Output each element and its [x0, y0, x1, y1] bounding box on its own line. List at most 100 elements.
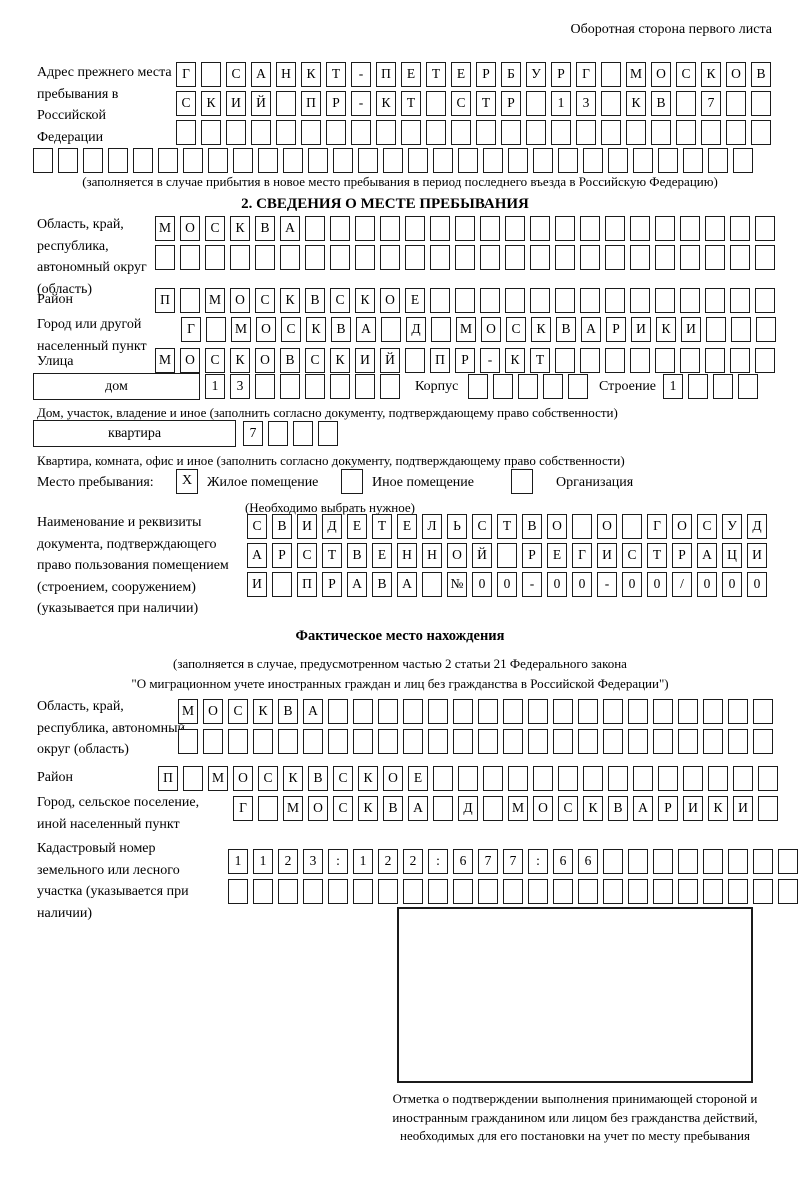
- char-box: [205, 245, 225, 270]
- char-box: Р: [476, 62, 496, 87]
- char-box: К: [253, 699, 273, 724]
- char-box: С: [258, 766, 278, 791]
- char-box: Г: [576, 62, 596, 87]
- char-box: [543, 374, 563, 399]
- prev-address-row-3[interactable]: [176, 120, 776, 145]
- char-box: [272, 572, 292, 597]
- char-box: О: [380, 288, 400, 313]
- char-box: [676, 91, 696, 116]
- char-box: [228, 879, 248, 904]
- char-box: [705, 245, 725, 270]
- char-box: [503, 699, 523, 724]
- char-box: И: [226, 91, 246, 116]
- stroenie-row[interactable]: 1: [663, 374, 763, 399]
- char-box: С: [247, 514, 267, 539]
- char-box: К: [201, 91, 221, 116]
- char-box: [326, 120, 346, 145]
- char-box: [258, 796, 278, 821]
- char-box: О: [726, 62, 746, 87]
- char-box: [628, 729, 648, 754]
- char-box: Т: [426, 62, 446, 87]
- char-box: О: [481, 317, 501, 342]
- char-box: Т: [476, 91, 496, 116]
- char-box: П: [297, 572, 317, 597]
- prev-address-row-4[interactable]: [33, 148, 758, 173]
- kadastr-row-2[interactable]: [228, 879, 800, 904]
- char-box: [728, 879, 748, 904]
- char-box: [483, 148, 503, 173]
- dom-field[interactable]: дом: [33, 373, 200, 400]
- char-box: 1: [205, 374, 225, 399]
- char-box: [83, 148, 103, 173]
- char-box: [655, 348, 675, 373]
- char-box: [730, 245, 750, 270]
- char-box: В: [278, 699, 298, 724]
- char-box: [630, 245, 650, 270]
- char-box: К: [656, 317, 676, 342]
- char-box: [630, 288, 650, 313]
- char-box: [653, 849, 673, 874]
- char-box: [478, 729, 498, 754]
- char-box: 7: [503, 849, 523, 874]
- char-box: [328, 699, 348, 724]
- checkbox-organizatsiya[interactable]: [511, 469, 533, 494]
- kvartira-row[interactable]: 7: [243, 421, 343, 446]
- korpus-row[interactable]: [468, 374, 593, 399]
- char-box: [738, 374, 758, 399]
- char-box: П: [430, 348, 450, 373]
- char-box: 0: [647, 572, 667, 597]
- char-box: [580, 288, 600, 313]
- char-box: [280, 245, 300, 270]
- char-box: [468, 374, 488, 399]
- char-box: [403, 729, 423, 754]
- doc-row-3[interactable]: И П Р А В А № 0 0-0 0-0 0/0 0 0: [247, 572, 772, 597]
- char-box: [453, 699, 473, 724]
- oblast-row-2[interactable]: [155, 245, 780, 270]
- char-box: [433, 766, 453, 791]
- char-box: [318, 421, 338, 446]
- char-box: 1: [663, 374, 683, 399]
- char-box: Г: [176, 62, 196, 87]
- char-box: [405, 245, 425, 270]
- char-box: [455, 216, 475, 241]
- char-box: В: [608, 796, 628, 821]
- char-box: [703, 849, 723, 874]
- char-box: Т: [530, 348, 550, 373]
- fact-oblast-row-2[interactable]: [178, 729, 778, 754]
- char-box: С: [205, 348, 225, 373]
- char-box: О: [256, 317, 276, 342]
- char-box: [628, 879, 648, 904]
- char-box: [678, 879, 698, 904]
- char-box: [730, 216, 750, 241]
- char-box: Р: [606, 317, 626, 342]
- char-box: [201, 62, 221, 87]
- char-box: О: [230, 288, 250, 313]
- checkbox-inoe[interactable]: [341, 469, 363, 494]
- char-box: [530, 288, 550, 313]
- char-box: [330, 245, 350, 270]
- char-box: [758, 766, 778, 791]
- char-box: 0: [572, 572, 592, 597]
- kvartira-field[interactable]: квартира: [33, 420, 236, 447]
- char-box: А: [408, 796, 428, 821]
- char-box: [518, 374, 538, 399]
- char-box: [333, 148, 353, 173]
- checkbox-zhiloe[interactable]: X: [176, 469, 198, 494]
- char-box: [280, 374, 300, 399]
- char-box: [703, 879, 723, 904]
- option-organizatsiya-label: Организация: [556, 475, 634, 490]
- char-box: [403, 879, 423, 904]
